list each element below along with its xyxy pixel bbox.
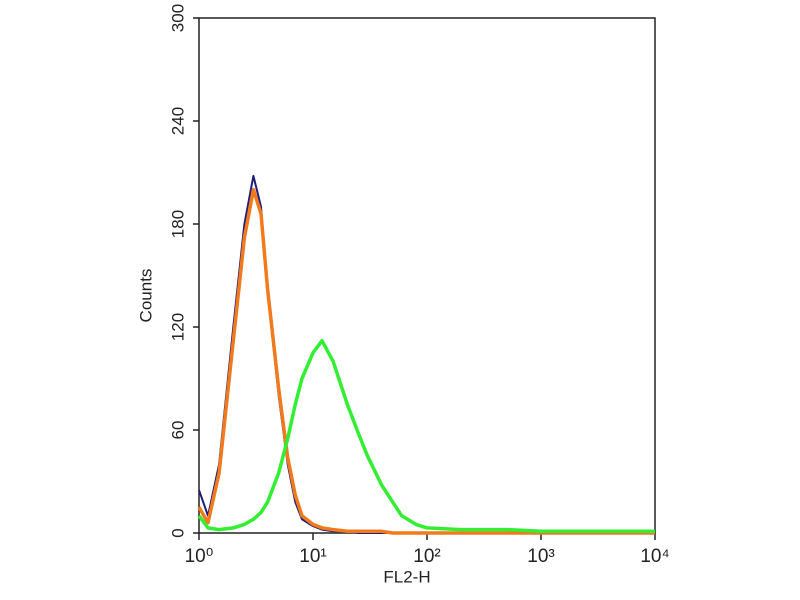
x-tick-label: 10⁰ [185,546,214,567]
histogram-line [197,187,655,535]
x-tick-label: 10² [413,546,440,567]
x-tick-label: 10¹ [299,546,326,567]
x-tick-label: 10⁴ [640,546,669,567]
x-tick-label: 10³ [527,546,554,567]
histogram-line [197,338,655,534]
y-axis-label: Counts [136,269,155,323]
y-tick-label: 300 [168,4,187,32]
y-tick-label: 240 [168,107,187,135]
y-tick-label: 180 [168,210,187,238]
y-tick-label: 120 [168,313,187,341]
y-tick-label: 0 [168,528,187,537]
x-axis-label: FL2-H [383,567,430,586]
y-tick-label: 60 [168,421,187,440]
